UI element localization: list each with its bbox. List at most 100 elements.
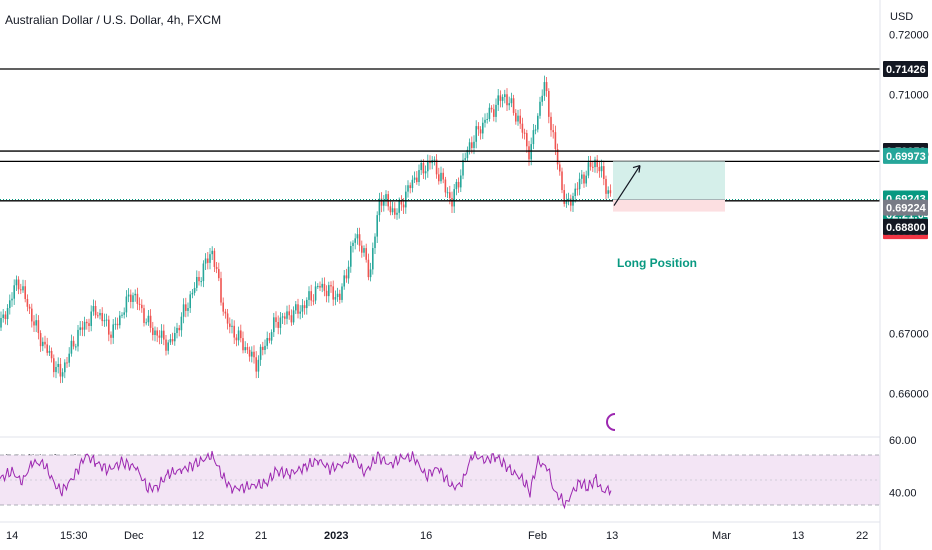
candle-body <box>290 315 293 323</box>
price-label-badge <box>883 199 928 216</box>
candle-body <box>48 350 51 353</box>
candle-body <box>451 198 453 207</box>
candle-body <box>119 315 121 326</box>
candle-body <box>103 320 106 322</box>
candle-body <box>609 190 612 194</box>
candle-body <box>449 192 451 199</box>
candle-body <box>156 330 158 336</box>
candle-body <box>24 286 26 299</box>
candle-body <box>541 95 543 102</box>
candle-body <box>396 212 398 215</box>
candle-body <box>152 327 154 336</box>
candle-body <box>385 194 387 201</box>
candle-body <box>251 351 253 357</box>
candle-body <box>180 316 183 331</box>
candle-body <box>215 266 218 270</box>
candle-body <box>292 310 295 323</box>
candle-body <box>270 332 273 341</box>
candle-body <box>310 291 312 301</box>
candle-body <box>61 372 64 377</box>
candle-body <box>209 254 211 263</box>
candle-body <box>372 248 374 270</box>
candle-body <box>413 177 416 180</box>
candlestick-series <box>0 75 612 384</box>
time-tick-label: 12 <box>192 530 204 542</box>
candle-body <box>176 327 178 334</box>
candle-body <box>299 311 301 314</box>
candle-body <box>548 91 550 117</box>
candle-body <box>303 305 306 309</box>
candle-body <box>367 259 370 278</box>
candle-body <box>130 294 132 302</box>
candle-body <box>354 238 356 243</box>
candle-body <box>31 308 33 322</box>
candle-body <box>475 126 477 142</box>
price-label-text: 0.68800 <box>886 222 926 234</box>
time-tick-label: 13 <box>606 530 618 542</box>
candle-body <box>127 294 130 297</box>
candle-body <box>479 129 482 134</box>
candle-body <box>319 285 321 288</box>
rsi-panel: 60.00 40.00 <box>0 435 917 510</box>
arrow-head-icon <box>632 164 641 173</box>
candle-body <box>416 177 418 183</box>
candle-body <box>169 339 172 343</box>
candle-body <box>422 162 425 174</box>
candle-body <box>108 319 110 335</box>
candle-body <box>453 189 455 207</box>
horizontal-lines <box>0 68 880 202</box>
long-position-tool[interactable] <box>613 161 725 212</box>
price-label-badge <box>883 147 928 164</box>
candle-body <box>352 242 354 247</box>
candle-body <box>167 342 169 351</box>
candle-body <box>323 283 326 291</box>
candle-body <box>506 94 508 106</box>
candle-body <box>189 294 191 309</box>
candle-body <box>596 159 598 167</box>
candle-body <box>521 123 524 133</box>
candle-body <box>187 308 189 311</box>
candle-body <box>165 339 167 351</box>
candle-body <box>429 161 431 164</box>
candle-body <box>248 349 251 357</box>
candle-body <box>603 166 605 180</box>
candle-body <box>193 287 196 293</box>
price-tick-label: 0.71000 <box>889 89 929 101</box>
candle-body <box>378 198 381 216</box>
candle-body <box>114 323 117 325</box>
candle-body <box>418 170 420 183</box>
candle-body <box>253 351 255 358</box>
candle-body <box>2 314 4 318</box>
candle-body <box>88 323 90 326</box>
candle-body <box>235 337 238 341</box>
candle-body <box>490 107 493 110</box>
candle-body <box>286 311 288 319</box>
candle-body <box>587 162 590 176</box>
candle-body <box>116 323 119 326</box>
profit-zone <box>613 161 725 200</box>
candle-body <box>178 327 180 331</box>
candle-body <box>259 346 262 360</box>
time-tick-label: 13 <box>792 530 804 542</box>
candle-body <box>244 347 246 351</box>
candle-body <box>512 98 515 113</box>
candle-body <box>501 97 504 101</box>
target-arrow <box>613 165 641 206</box>
candle-body <box>314 286 317 301</box>
candle-body <box>101 312 103 322</box>
chart-title: Australian Dollar / U.S. Dollar, 4h, FXC… <box>5 13 221 27</box>
candle-body <box>99 312 101 316</box>
candle-body <box>171 339 174 342</box>
candle-body <box>583 174 585 184</box>
candle-body <box>264 345 266 350</box>
candle-body <box>273 317 275 333</box>
candle-body <box>552 130 554 133</box>
candle-body <box>561 171 563 191</box>
rsi-tick-label: 40.00 <box>889 488 917 500</box>
price-label-text: 0.71426 <box>886 64 926 76</box>
candle-body <box>427 161 429 172</box>
candle-body <box>75 346 77 348</box>
candle-body <box>442 172 444 180</box>
candle-body <box>182 304 185 317</box>
